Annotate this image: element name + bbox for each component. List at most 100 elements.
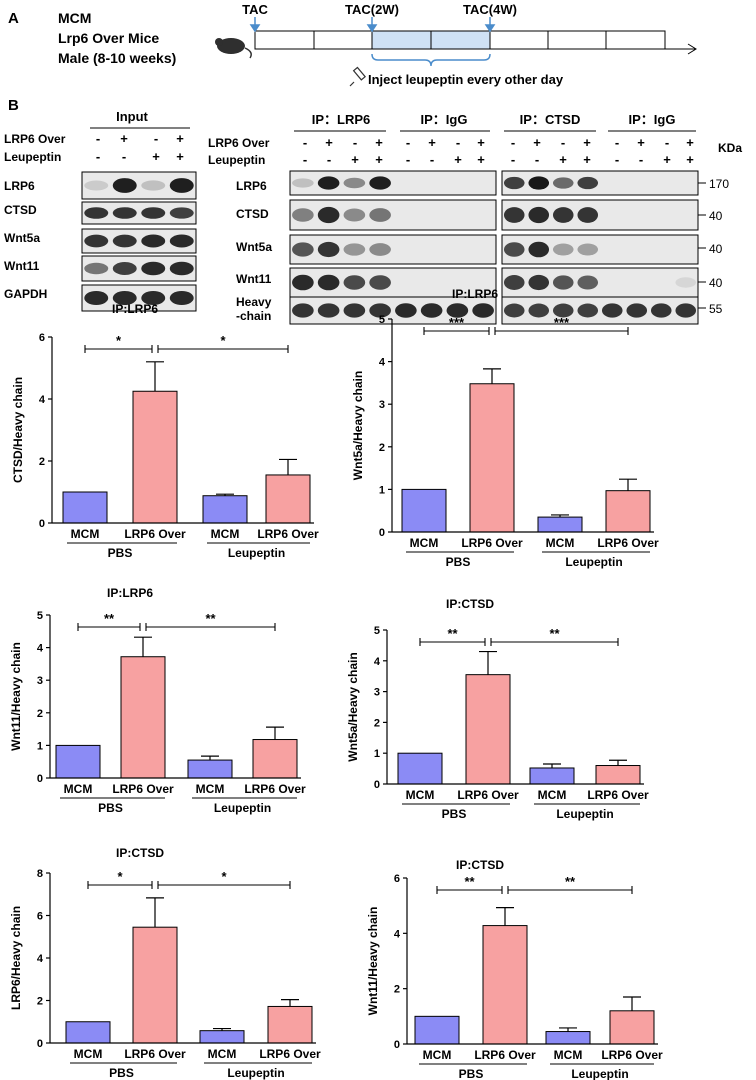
y-tick-label: 1 xyxy=(379,484,385,496)
y-tick-label: 3 xyxy=(379,399,385,411)
ip-leupeptin-sign: + xyxy=(559,152,567,167)
bar xyxy=(202,495,248,524)
significance-mark: ** xyxy=(549,626,560,641)
group-label: PBS xyxy=(109,1066,134,1080)
group-label: PBS xyxy=(108,546,133,560)
x-tick-label: MCM xyxy=(196,782,225,796)
mouse-icon xyxy=(215,38,252,59)
ip-leupeptin-sign: - xyxy=(406,152,410,167)
ip-ctsd-title: IP：CTSD xyxy=(520,112,581,127)
y-axis-label: LRP6/Heavy chain xyxy=(9,906,23,1010)
significance-mark: ** xyxy=(464,874,475,889)
y-tick-label: 0 xyxy=(379,527,385,539)
x-tick-label: LRP6 Over xyxy=(257,527,319,541)
ip-igg-title-2: IP：IgG xyxy=(629,112,676,127)
significance-mark: * xyxy=(221,869,227,884)
significance-mark: * xyxy=(220,333,226,348)
y-tick-label: 3 xyxy=(374,687,380,699)
ip-blot-label-lrp6: LRP6 xyxy=(236,179,267,193)
ip-lrp6-blot-heavy xyxy=(289,296,497,325)
ip-leupeptin-sign: + xyxy=(454,152,462,167)
input-blot-lrp6 xyxy=(81,171,197,200)
y-tick-label: 2 xyxy=(394,984,400,996)
significance-mark: *** xyxy=(554,315,570,330)
ip-lrp6-sign: + xyxy=(533,135,541,150)
ip-ctsd-blot-heavy xyxy=(501,296,699,325)
significance-mark: * xyxy=(117,869,123,884)
ip-lrp6-sign: - xyxy=(561,135,565,150)
bar xyxy=(529,767,575,785)
bar xyxy=(55,744,101,779)
y-tick-label: 6 xyxy=(39,332,45,344)
y-axis-label: CTSD/Heavy chain xyxy=(11,377,25,483)
x-tick-label: LRP6 Over xyxy=(457,788,519,802)
ip-ctsd-blot-ctsd xyxy=(501,199,699,231)
tac-arrows xyxy=(249,17,496,33)
ip-blot-label-wnt5a: Wnt5a xyxy=(236,240,272,254)
ip-leupeptin-sign: - xyxy=(303,152,307,167)
x-tick-label: MCM xyxy=(74,1047,103,1061)
blot-label-wnt5a: Wnt5a xyxy=(4,231,40,245)
x-tick-label: MCM xyxy=(71,527,100,541)
tac-2w-label: TAC(2W) xyxy=(345,2,399,17)
y-tick-label: 8 xyxy=(37,868,43,880)
bar-chart-6: IP:CTSD 0 2 4 6 Wnt11/Heavy chain MCM LRP6 Over… xyxy=(366,858,663,1080)
y-axis-label: Wnt5a/Heavy chain xyxy=(351,371,365,480)
ip-lrp6-blot-ctsd xyxy=(289,199,497,231)
bar-chart-5: IP:CTSD 0 2 4 6 8 LRP6/Heavy chain MCM LRP6 Over… xyxy=(9,846,321,1080)
ip-lrp6-title: IP：LRP6 xyxy=(312,112,371,127)
y-tick-label: 0 xyxy=(394,1039,400,1051)
input-lrp6-sign: + xyxy=(120,131,128,146)
input-blot-wnt5a xyxy=(81,228,197,254)
x-tick-label: LRP6 Over xyxy=(597,536,659,550)
blot-label-gapdh: GAPDH xyxy=(4,287,47,301)
ip-leupeptin-label: Leupeptin xyxy=(208,153,265,167)
x-tick-label: LRP6 Over xyxy=(244,782,306,796)
x-tick-label: LRP6 Over xyxy=(124,1047,186,1061)
group-label: Leupeptin xyxy=(214,801,271,815)
ip-lrp6-blot-lrp6 xyxy=(289,170,497,196)
y-axis-label: Wnt11/Heavy chain xyxy=(366,907,380,1016)
y-tick-label: 5 xyxy=(374,625,380,637)
ip-lrp6-sign: - xyxy=(303,135,307,150)
ip-lrp6-blot-wnt5a xyxy=(289,234,497,265)
bar xyxy=(537,516,583,533)
ip-leupeptin-sign: + xyxy=(351,152,359,167)
input-leupeptin-label: Leupeptin xyxy=(4,150,61,164)
x-tick-label: MCM xyxy=(406,788,435,802)
input-blot-wnt11 xyxy=(81,255,197,282)
input-leupeptin-sign: + xyxy=(152,149,160,164)
model-line-2: Lrp6 Over Mice xyxy=(58,30,159,46)
bar xyxy=(397,752,443,785)
ip-igg-title-1: IP：IgG xyxy=(421,112,468,127)
input-leupeptin-sign: + xyxy=(176,149,184,164)
ip-leupeptin-sign: + xyxy=(686,152,694,167)
bar xyxy=(605,490,651,533)
panel-a-letter: A xyxy=(8,10,19,27)
x-tick-label: MCM xyxy=(64,782,93,796)
chart-title: IP:CTSD xyxy=(446,597,494,611)
mw-55: 55 xyxy=(709,302,723,316)
blot-label-lrp6: LRP6 xyxy=(4,179,35,193)
y-tick-label: 4 xyxy=(379,357,386,369)
ip-leupeptin-sign: + xyxy=(375,152,383,167)
x-tick-label: LRP6 Over xyxy=(112,782,174,796)
y-tick-label: 5 xyxy=(379,314,385,326)
y-axis-label: Wnt5a/Heavy chain xyxy=(346,652,360,761)
input-lrp6-sign: - xyxy=(154,131,158,146)
bar xyxy=(62,491,108,524)
blot-label-ctsd: CTSD xyxy=(4,203,37,217)
ip-blot-label-ctsd: CTSD xyxy=(236,207,269,221)
model-line-1: MCM xyxy=(58,10,91,26)
y-tick-label: 0 xyxy=(37,1038,43,1050)
y-tick-label: 5 xyxy=(37,610,43,622)
x-tick-label: MCM xyxy=(546,536,575,550)
input-lrp6-sign: - xyxy=(96,131,100,146)
significance-mark: ** xyxy=(565,874,576,889)
bar-chart-3: IP:LRP6 0 1 2 3 4 5 Wnt11/Heavy chain MCM LRP6 Ov… xyxy=(9,586,306,815)
y-tick-label: 3 xyxy=(37,675,43,687)
ip-leupeptin-sign: + xyxy=(583,152,591,167)
mw-170: 170 xyxy=(709,177,729,191)
x-tick-label: LRP6 Over xyxy=(259,1047,321,1061)
